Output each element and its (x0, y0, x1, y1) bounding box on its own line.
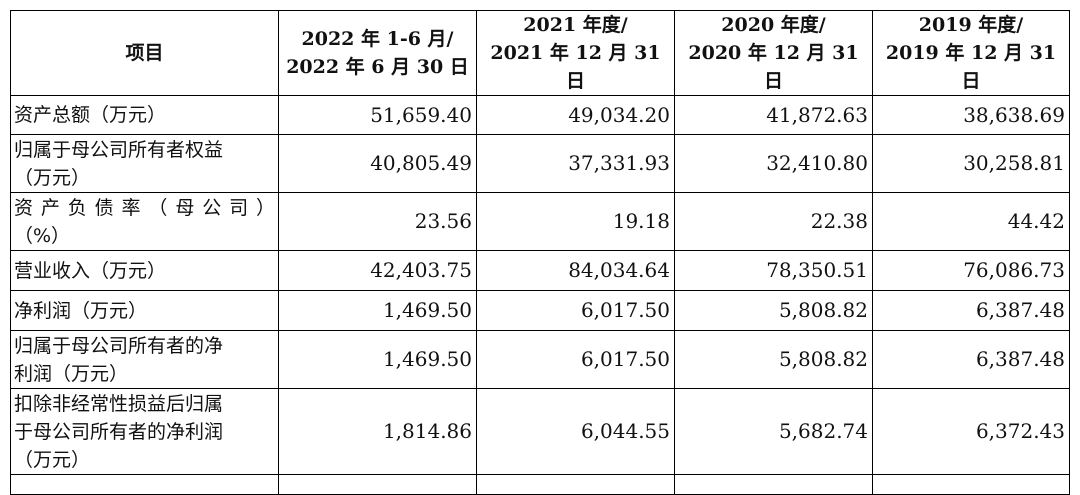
table-cell (674, 474, 873, 495)
header-period-line2: 2020 年 12 月 31 日 (688, 42, 859, 92)
header-period-line2: 2022 年 6 月 30 日 (286, 56, 469, 78)
table-cell: 32,410.80 (674, 134, 873, 193)
table-cell (278, 474, 477, 495)
table-cell: 6,017.50 (476, 290, 675, 331)
table-cell: 49,034.20 (476, 95, 675, 135)
table-cell: 38,638.69 (872, 95, 1070, 135)
table-cell: 51,659.40 (278, 95, 477, 135)
row-label: 资产负债率（母公司） （%） (10, 192, 279, 251)
table-row-parent-net-profit: 归属于母公司所有者的净 利润（万元） 1,469.50 6,017.50 5,8… (10, 330, 1070, 389)
header-period-line2: 2021 年 12 月 31 日 (490, 42, 661, 92)
table-cell: 30,258.81 (872, 134, 1070, 193)
table-cell: 1,814.86 (278, 388, 477, 475)
table-cell: 22.38 (674, 192, 873, 251)
row-label: 净利润（万元） (10, 290, 279, 331)
header-item: 项目 (10, 10, 279, 96)
table-cell: 6,017.50 (476, 330, 675, 389)
table-cell: 6,044.55 (476, 388, 675, 475)
header-period-line1: 2020 年度/ (721, 14, 826, 36)
row-label: 资产总额（万元） (10, 95, 279, 135)
row-label-line: 利润（万元） (14, 362, 129, 385)
table-cell: 23.56 (278, 192, 477, 251)
header-period-2020: 2020 年度/ 2020 年 12 月 31 日 (674, 10, 873, 96)
table-cell: 40,805.49 (278, 134, 477, 193)
table-cell (872, 474, 1070, 495)
table-cell: 6,387.48 (872, 330, 1070, 389)
table-cell: 5,808.82 (674, 330, 873, 389)
row-label-line: （万元） (14, 166, 91, 189)
header-period-2022h1: 2022 年 1-6 月/ 2022 年 6 月 30 日 (278, 10, 477, 96)
header-period-2019: 2019 年度/ 2019 年 12 月 31 日 (872, 10, 1070, 96)
row-label-line: 资产负债率（母公司） (14, 196, 275, 219)
row-label-line: 归属于母公司所有者的净 (14, 334, 224, 357)
table-row-total-assets: 资产总额（万元） 51,659.40 49,034.20 41,872.63 3… (10, 95, 1070, 135)
table-cell: 6,372.43 (872, 388, 1070, 475)
table-cell: 76,086.73 (872, 250, 1070, 291)
row-label-line: 于母公司所有者的净利润 (14, 420, 224, 443)
row-label-line: 归属于母公司所有者权益 (14, 138, 224, 161)
financial-summary-table: 项目 2022 年 1-6 月/ 2022 年 6 月 30 日 2021 年度… (10, 10, 1070, 495)
table-cell: 44.42 (872, 192, 1070, 251)
header-period-2021: 2021 年度/ 2021 年 12 月 31 日 (476, 10, 675, 96)
row-label: 营业收入（万元） (10, 250, 279, 291)
header-period-line1: 2022 年 1-6 月/ (301, 28, 454, 50)
table-cell: 19.18 (476, 192, 675, 251)
header-period-line1: 2019 年度/ (918, 14, 1024, 36)
table-cell: 42,403.75 (278, 250, 477, 291)
table-row-adjusted-net-profit: 扣除非经常性损益后归属 于母公司所有者的净利润 （万元） 1,814.86 6,… (10, 388, 1070, 475)
table-row-debt-ratio: 资产负债率（母公司） （%） 23.56 19.18 22.38 44.42 (10, 192, 1070, 251)
table-cell: 78,350.51 (674, 250, 873, 291)
table-row-net-profit: 净利润（万元） 1,469.50 6,017.50 5,808.82 6,387… (10, 290, 1070, 331)
row-label-line: 资产总额（万元） (14, 104, 167, 126)
row-label: 归属于母公司所有者的净 利润（万元） (10, 330, 279, 389)
row-label-line: 营业收入（万元） (14, 259, 167, 282)
financial-table-container: 项目 2022 年 1-6 月/ 2022 年 6 月 30 日 2021 年度… (10, 10, 1070, 495)
row-label-line: 扣除非经常性损益后归属 (14, 392, 224, 415)
row-label-line: （%） (14, 224, 71, 247)
table-cell: 1,469.50 (278, 290, 477, 331)
table-row-truncated (10, 474, 1070, 495)
row-label: 扣除非经常性损益后归属 于母公司所有者的净利润 （万元） (10, 388, 279, 475)
table-cell: 6,387.48 (872, 290, 1070, 331)
row-label-line: 净利润（万元） (14, 299, 148, 322)
row-label-line: （万元） (14, 448, 91, 471)
table-cell: 5,682.74 (674, 388, 873, 475)
table-row-parent-equity: 归属于母公司所有者权益 （万元） 40,805.49 37,331.93 32,… (10, 134, 1070, 193)
table-cell (476, 474, 675, 495)
table-cell: 37,331.93 (476, 134, 675, 193)
table-row-revenue: 营业收入（万元） 42,403.75 84,034.64 78,350.51 7… (10, 250, 1070, 291)
table-cell: 41,872.63 (674, 95, 873, 135)
header-row: 项目 2022 年 1-6 月/ 2022 年 6 月 30 日 2021 年度… (10, 10, 1070, 96)
table-cell (10, 474, 279, 495)
table-cell: 1,469.50 (278, 330, 477, 389)
header-period-line2: 2019 年 12 月 31 日 (885, 42, 1057, 92)
table-cell: 5,808.82 (674, 290, 873, 331)
header-period-line1: 2021 年度/ (523, 14, 628, 36)
table-cell: 84,034.64 (476, 250, 675, 291)
row-label: 归属于母公司所有者权益 （万元） (10, 134, 279, 193)
